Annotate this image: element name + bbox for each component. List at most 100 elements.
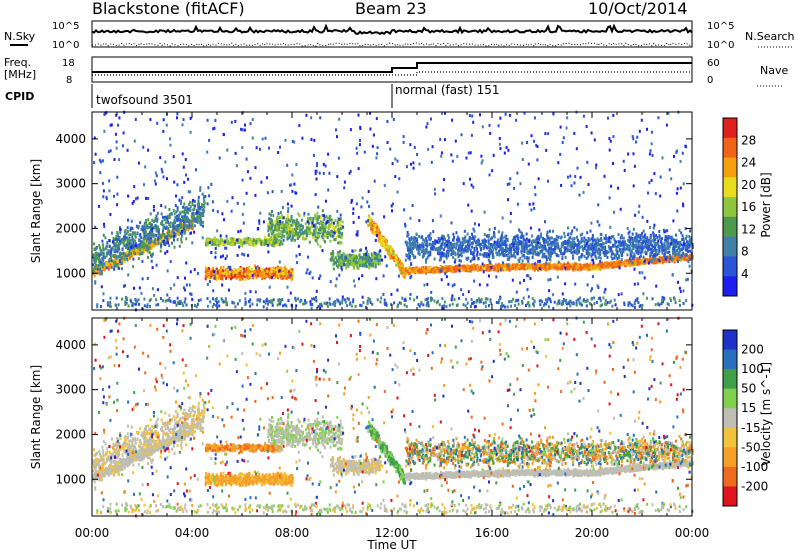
power-data-cell <box>340 241 343 245</box>
power-data-cell <box>115 263 118 267</box>
power-data-cell <box>323 240 326 244</box>
power-data-cell <box>378 255 380 259</box>
power-data-cell <box>162 223 165 227</box>
power-data-cell <box>338 231 341 235</box>
power-data-cell <box>403 275 406 279</box>
nave-line <box>92 71 692 76</box>
power-data-cell <box>198 206 201 210</box>
power-data-cell <box>100 250 103 254</box>
power-data-cell <box>191 203 194 206</box>
power-data-cell <box>193 219 196 223</box>
power-data-cell <box>333 238 336 242</box>
power-data-cell <box>354 249 357 253</box>
power-data-cell <box>293 227 296 231</box>
power-data-cell <box>341 220 344 224</box>
power-data-cell <box>134 252 137 255</box>
power-data-cell <box>214 240 217 244</box>
power-data-cell <box>229 242 232 246</box>
power-data-cell <box>307 212 310 216</box>
power-data-cell <box>355 260 358 264</box>
power-data-cell <box>244 269 247 273</box>
power-data-cell <box>164 226 167 230</box>
power-data-cell <box>180 240 183 244</box>
power-data-cell <box>202 214 205 218</box>
power-data-cell <box>131 227 134 230</box>
power-data-cell <box>295 222 298 226</box>
power-data-cell <box>104 236 107 240</box>
freq-tick-low: 8 <box>66 75 72 86</box>
power-data-cell <box>610 262 613 266</box>
power-data-cell <box>176 229 179 233</box>
power-data-cell <box>383 243 386 246</box>
power-data-cell <box>184 217 186 221</box>
power-data-cell <box>180 227 183 231</box>
power-data-cell <box>328 222 330 226</box>
power-data-cell <box>128 256 131 260</box>
power-data-cell <box>210 273 213 276</box>
power-data-cell <box>94 281 97 285</box>
power-data-cell <box>147 256 149 259</box>
power-data-cell <box>273 237 276 240</box>
power-data-cell <box>126 249 129 253</box>
power-data-cell <box>107 249 110 253</box>
power-data-cell <box>133 246 136 250</box>
power-data-cell <box>129 228 132 232</box>
power-data-cell <box>264 242 267 246</box>
power-data-cell <box>137 245 140 249</box>
power-data-cell <box>165 235 168 239</box>
power-data-cell <box>483 267 486 271</box>
power-data-cell <box>112 236 115 240</box>
power-data-cell <box>336 223 339 227</box>
power-data-cell <box>116 249 119 253</box>
power-data-cell <box>348 253 351 257</box>
power-data-cell <box>268 269 271 273</box>
power-data-cell <box>395 258 398 262</box>
power-data-cell <box>202 220 204 224</box>
power-data-cell <box>143 231 146 235</box>
power-data-cell <box>135 242 137 246</box>
power-data-cell <box>147 232 149 236</box>
power-data-cell <box>122 251 125 255</box>
power-data-cell <box>321 224 324 227</box>
power-data-cell <box>395 263 398 267</box>
power-data-cell <box>189 200 192 204</box>
power-data-cell <box>140 250 143 254</box>
power-data-cell <box>118 247 121 251</box>
power-data-cell <box>153 240 156 244</box>
power-data-cell <box>321 235 324 239</box>
power-data-cell <box>183 221 185 224</box>
power-data-cell <box>373 231 376 235</box>
power-data-cell <box>351 261 354 265</box>
power-data-cell <box>95 270 97 274</box>
power-data-cell <box>284 268 287 272</box>
power-data-cell <box>110 248 113 252</box>
power-data-cell <box>418 268 421 272</box>
power-data-cell <box>291 230 294 234</box>
power-data-cell <box>159 233 162 237</box>
power-data-cell <box>118 255 121 259</box>
power-data-cell <box>276 225 279 229</box>
power-data-cell <box>281 267 284 271</box>
power-data-cell <box>233 242 236 246</box>
power-data-cell <box>304 222 307 226</box>
power-data-cell <box>286 224 289 228</box>
power-data-cell <box>99 248 102 252</box>
power-data-cell <box>155 240 158 244</box>
power-data-cell <box>148 251 151 254</box>
power-data-cell <box>123 260 126 264</box>
power-data-cell <box>116 240 119 244</box>
power-data-cell <box>120 261 123 265</box>
power-data-cell <box>421 267 424 271</box>
power-data-cell <box>256 274 259 278</box>
power-data-cell <box>128 239 131 243</box>
power-scatter <box>92 110 694 312</box>
power-data-cell <box>305 226 308 230</box>
power-data-cell <box>290 217 293 221</box>
power-data-cell <box>173 245 176 249</box>
power-data-cell <box>143 250 145 254</box>
power-data-cell <box>216 274 219 278</box>
power-data-cell <box>255 239 258 243</box>
power-data-cell <box>359 258 362 262</box>
